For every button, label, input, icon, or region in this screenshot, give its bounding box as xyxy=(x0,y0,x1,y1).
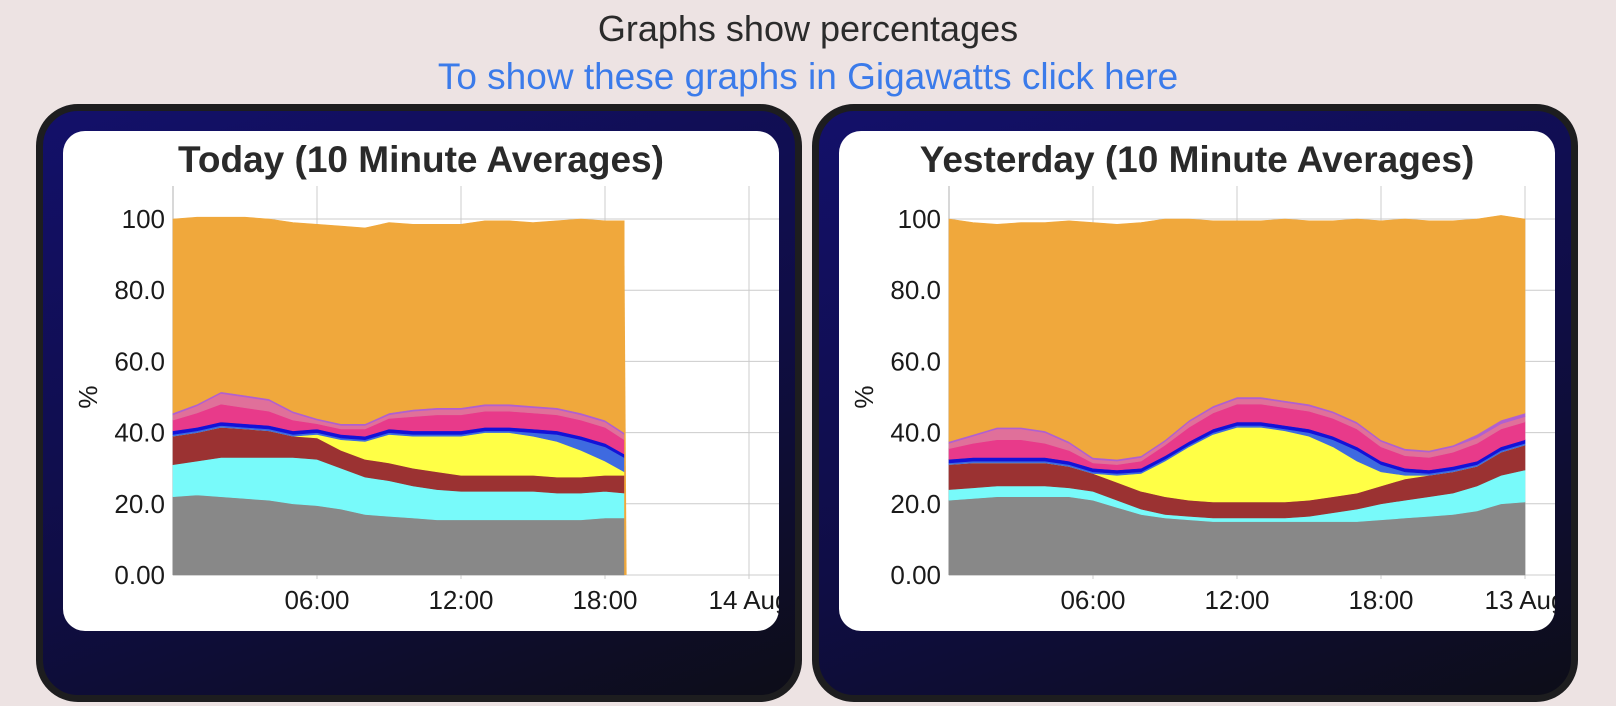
y-tick-label: 80.0 xyxy=(890,275,941,305)
area-drop-off xyxy=(624,219,627,575)
x-tick-label: 14 Aug xyxy=(709,585,779,615)
y-tick-label: 60.0 xyxy=(890,346,941,376)
x-tick-label: 06:00 xyxy=(284,585,349,615)
today-chart-title: Today (10 Minute Averages) xyxy=(178,139,664,180)
y-tick-label: 0.00 xyxy=(114,560,165,590)
y-tick-label: 100 xyxy=(898,204,941,234)
yesterday-chart-title: Yesterday (10 Minute Averages) xyxy=(919,139,1475,180)
today-chart-card: 0.00 20.0 40.0 60.0 80.0 100 06:00 12:00 18:00 14… xyxy=(63,131,779,631)
y-axis-label: % xyxy=(73,385,103,408)
y-tick-label: 20.0 xyxy=(890,489,941,519)
area-gas xyxy=(948,215,1526,460)
x-tick-label: 13 Aug xyxy=(1485,585,1555,615)
x-tick-label: 18:00 xyxy=(572,585,637,615)
x-tick-label: 12:00 xyxy=(1204,585,1269,615)
y-axis-label: % xyxy=(849,385,879,408)
y-tick-label: 40.0 xyxy=(114,418,165,448)
y-tick-label: 20.0 xyxy=(114,489,165,519)
today-chart-panel: 0.00 20.0 40.0 60.0 80.0 100 06:00 12:00 18:00 14… xyxy=(36,104,802,702)
x-tick-label: 12:00 xyxy=(428,585,493,615)
y-tick-label: 80.0 xyxy=(114,275,165,305)
gigawatts-link[interactable]: To show these graphs in Gigawatts click … xyxy=(437,56,1179,97)
x-tick-label: 18:00 xyxy=(1348,585,1413,615)
yesterday-chart-card: 0.00 20.0 40.0 60.0 80.0 100 06:00 12:00 18:00 13… xyxy=(839,131,1555,631)
y-tick-label: 100 xyxy=(122,204,165,234)
x-tick-label: 06:00 xyxy=(1060,585,1125,615)
today-chart: 0.00 20.0 40.0 60.0 80.0 100 06:00 12:00 18:00 14… xyxy=(73,186,779,615)
y-tick-label: 60.0 xyxy=(114,346,165,376)
y-tick-label: 40.0 xyxy=(890,418,941,448)
y-tick-label: 0.00 xyxy=(890,560,941,590)
yesterday-chart-panel: 0.00 20.0 40.0 60.0 80.0 100 06:00 12:00 18:00 13… xyxy=(812,104,1578,702)
percentages-notice: Graphs show percentages xyxy=(597,8,1019,49)
yesterday-chart: 0.00 20.0 40.0 60.0 80.0 100 06:00 12:00 18:00 13… xyxy=(849,186,1555,615)
